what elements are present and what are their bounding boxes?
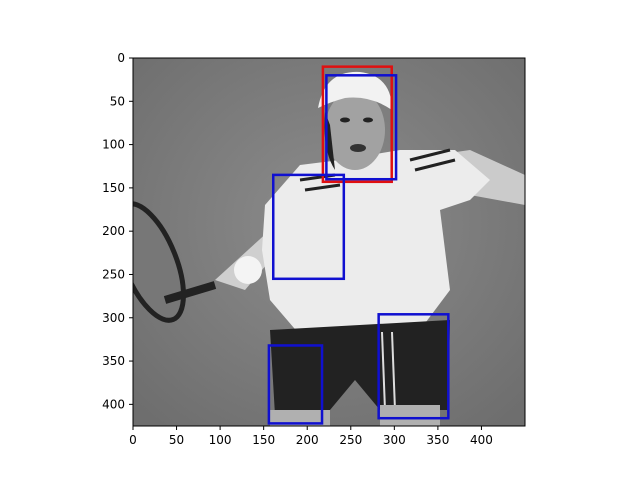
y-tick-label: 100 [102,138,125,152]
bounding-boxes [267,65,450,425]
y-tick-label: 200 [102,224,125,238]
tennis-ball-icon [234,256,262,284]
bounding-box-3 [377,313,450,420]
bounding-box-2 [271,173,346,281]
x-tick-label: 400 [470,433,493,447]
cap-icon [318,71,392,110]
x-axis: 0 50 100 150 200 250 300 350 400 [129,426,493,447]
bounding-box-1 [325,74,398,181]
shirt-stripes [299,148,456,192]
x-tick-label: 300 [383,433,406,447]
y-tick-label: 250 [102,267,125,281]
right-eye [363,117,373,123]
face [325,90,385,170]
x-tick-label: 0 [129,433,137,447]
x-tick-label: 200 [296,433,319,447]
right-leg [380,405,440,426]
axes-frame [132,57,526,427]
y-tick-label: 50 [110,94,125,108]
y-tick-label: 400 [102,397,125,411]
photo [133,58,525,426]
shorts-stripes [381,331,396,411]
x-tick-label: 100 [209,433,232,447]
left-leg [270,410,330,426]
x-tick-label: 50 [169,433,184,447]
x-tick-label: 250 [339,433,362,447]
left-eye [340,117,350,123]
bounding-box-0 [321,65,393,184]
y-tick-label: 0 [117,51,125,65]
y-axis: 0 50 100 150 200 250 300 350 400 [102,51,133,411]
bounding-box-4 [267,344,324,425]
shorts [270,320,450,415]
x-tick-label: 150 [252,433,275,447]
x-tick-label: 350 [426,433,449,447]
shirt [262,150,490,340]
y-tick-label: 150 [102,181,125,195]
y-tick-label: 350 [102,354,125,368]
mouth [350,144,366,152]
y-tick-label: 300 [102,311,125,325]
